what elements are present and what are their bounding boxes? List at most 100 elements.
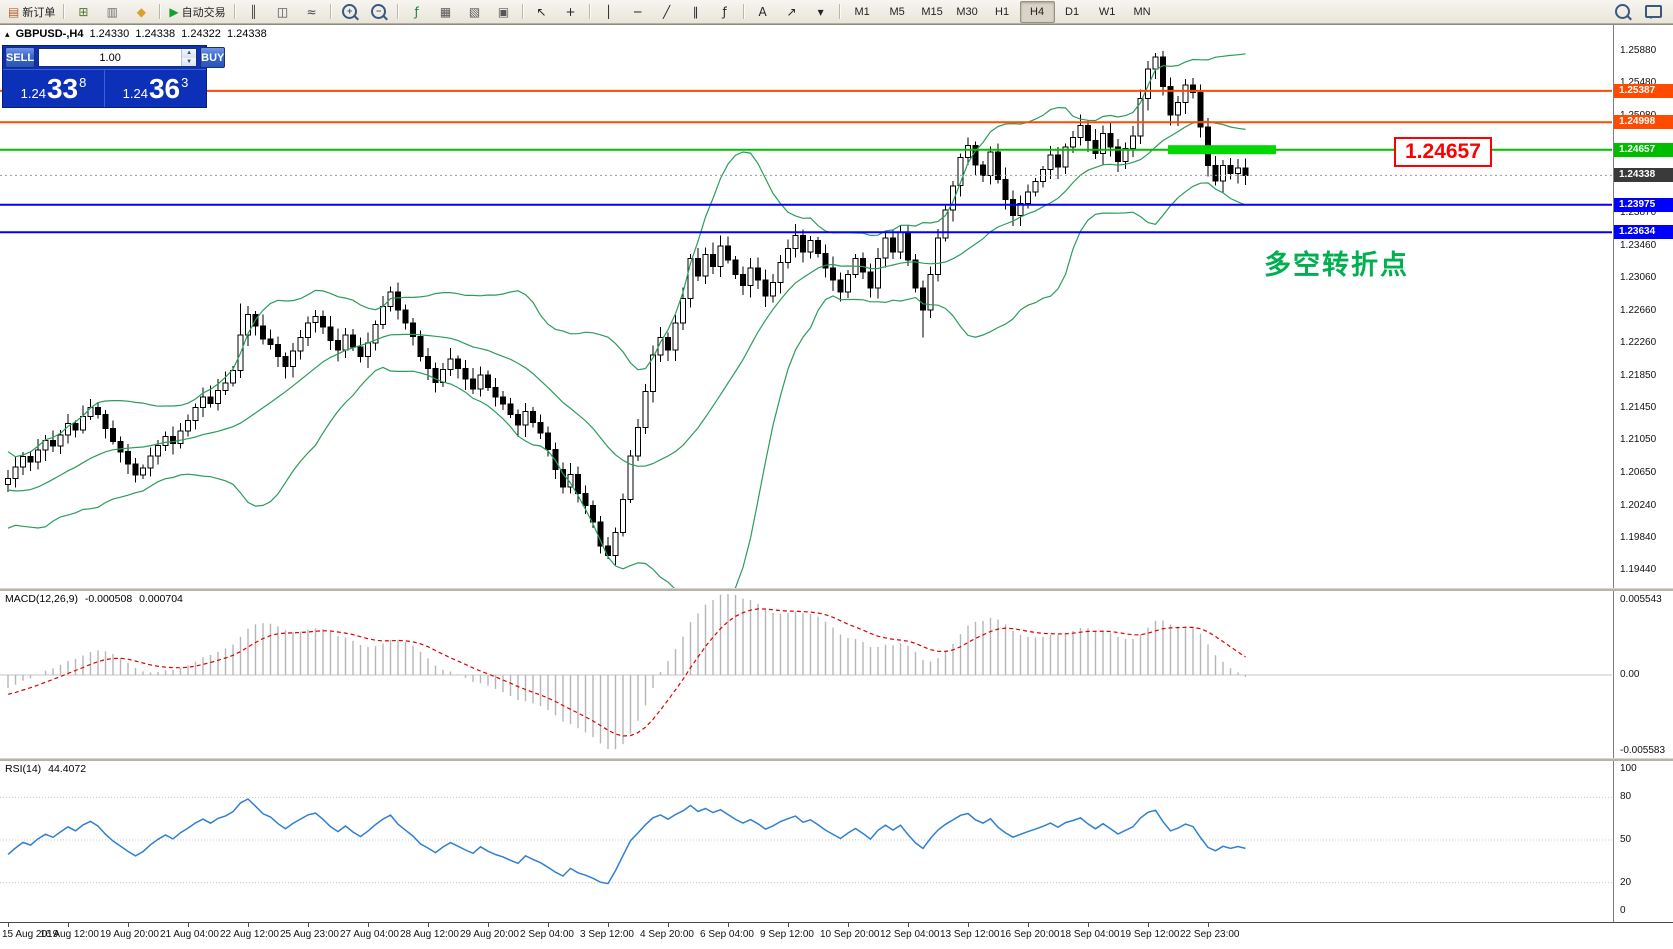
templates-button[interactable]: ▧ bbox=[461, 1, 489, 23]
equidistant-channel-button[interactable]: ∥ bbox=[682, 1, 710, 23]
alerts-button[interactable]: ◆ bbox=[127, 1, 155, 23]
new-order-button[interactable]: ▤ 新订单 bbox=[4, 1, 59, 23]
bar-chart-button[interactable]: ║ bbox=[240, 1, 268, 23]
toolbar-separator bbox=[396, 4, 399, 19]
trendline-icon: ╱ bbox=[662, 4, 671, 19]
rsi-axis[interactable]: 100 80 50 20 0 bbox=[1613, 761, 1673, 922]
price-tick: 1.25480 bbox=[1620, 77, 1657, 89]
price-callout-label[interactable]: 1.24657 bbox=[1394, 137, 1492, 167]
cursor-button[interactable]: ↖ bbox=[528, 1, 556, 23]
timeframe-w1-button[interactable]: W1 bbox=[1098, 5, 1116, 18]
time-tick bbox=[68, 923, 69, 927]
chat-icon bbox=[1644, 5, 1662, 19]
trendline-button[interactable]: ╱ bbox=[653, 1, 681, 23]
price-chart-canvas[interactable] bbox=[0, 25, 1612, 588]
timeframe-h4-button[interactable]: H4 bbox=[1019, 0, 1055, 23]
price-tick: 1.23060 bbox=[1620, 272, 1657, 284]
symbol-period-label: GBPUSD-,H4 bbox=[15, 28, 84, 40]
bollinger-lower bbox=[7, 182, 1246, 588]
time-tick-label: 10 Sep 20:00 bbox=[820, 929, 880, 940]
crosshair-button[interactable]: + bbox=[557, 1, 585, 23]
sell-button[interactable]: SELL bbox=[5, 47, 36, 68]
macd-main-value: -0.000508 bbox=[84, 593, 133, 605]
toolbar-separator bbox=[233, 4, 236, 19]
time-tick bbox=[1148, 923, 1149, 927]
profiles-button[interactable]: ▥ bbox=[98, 1, 126, 23]
fibonacci-button[interactable]: ƒ bbox=[711, 1, 739, 23]
one-click-toggle-icon[interactable]: ▴ bbox=[5, 29, 10, 39]
autotrading-label: 自动交易 bbox=[181, 6, 226, 19]
panel-splitter[interactable] bbox=[0, 588, 1673, 591]
horizontal-line-icon: ─ bbox=[633, 4, 642, 19]
toolbar-separator bbox=[329, 4, 332, 19]
toolbar-right-group bbox=[1608, 1, 1669, 23]
shapes-button[interactable]: ▾ bbox=[807, 1, 835, 23]
time-tick bbox=[248, 923, 249, 927]
tile-windows-button[interactable]: ▣ bbox=[490, 1, 518, 23]
timeframe-m1-button[interactable]: M1 bbox=[854, 5, 870, 18]
arrows-tool-button[interactable]: ↗ bbox=[778, 1, 806, 23]
new-order-icon: ▤ bbox=[8, 4, 20, 19]
time-tick bbox=[188, 923, 189, 927]
time-axis[interactable]: 15 Aug 2019 16 Aug 12:00 19 Aug 20:00 21 Au… bbox=[0, 922, 1673, 949]
time-tick-label: 19 Sep 12:00 bbox=[1120, 929, 1180, 940]
rsi-canvas[interactable] bbox=[0, 761, 1612, 922]
timeframe-h1-button[interactable]: H1 bbox=[995, 5, 1010, 18]
symbol-search-button[interactable] bbox=[1608, 1, 1636, 23]
timeframe-d1-button[interactable]: D1 bbox=[1065, 5, 1080, 18]
zoom-out-button[interactable]: − bbox=[365, 1, 393, 23]
turning-point-note[interactable]: 多空转折点 bbox=[1264, 250, 1409, 280]
buy-button[interactable]: BUY bbox=[200, 47, 226, 68]
price-tick: 1.20240 bbox=[1620, 499, 1657, 511]
macd-panel[interactable]: 0.005543 0.00 -0.005583 MACD(12,26,9) -0.0… bbox=[0, 591, 1673, 758]
zoom-in-button[interactable]: + bbox=[336, 1, 364, 23]
macd-axis[interactable]: 0.005543 0.00 -0.005583 bbox=[1613, 591, 1673, 758]
volume-down-button[interactable]: ▼ bbox=[182, 57, 197, 66]
candles-layer bbox=[5, 50, 1249, 566]
line-chart-button[interactable]: ≈ bbox=[298, 1, 326, 23]
buy-price-sup: 3 bbox=[181, 75, 189, 90]
text-tool-button[interactable]: A bbox=[749, 1, 777, 23]
crosshair-icon: + bbox=[565, 4, 576, 19]
bollinger-middle bbox=[7, 120, 1246, 492]
timeframe-m30-button[interactable]: M30 bbox=[956, 5, 978, 18]
rsi-scale-tick: 0 bbox=[1620, 905, 1626, 916]
toolbar-separator bbox=[588, 4, 591, 19]
time-tick-label: 27 Aug 04:00 bbox=[340, 929, 399, 940]
candlestick-chart-button[interactable]: ◫ bbox=[269, 1, 297, 23]
buy-price[interactable]: 1.24 36 3 bbox=[104, 70, 206, 107]
level-price-badge: 1.23975 bbox=[1614, 197, 1673, 212]
autotrading-button[interactable]: ▶ 自动交易 bbox=[165, 1, 229, 23]
bar-low-value: 1.24322 bbox=[181, 28, 221, 40]
time-tick-label: 12 Sep 04:00 bbox=[880, 929, 940, 940]
sell-price[interactable]: 1.24 33 8 bbox=[3, 70, 104, 107]
timeframe-m5-button[interactable]: M5 bbox=[889, 5, 905, 18]
panel-splitter[interactable] bbox=[0, 758, 1673, 761]
zoom-in-icon: + bbox=[342, 4, 358, 19]
timeframe-m15-button[interactable]: M15 bbox=[921, 5, 943, 18]
timeframe-mn-button[interactable]: MN bbox=[1133, 5, 1151, 18]
horizontal-line-button[interactable]: ─ bbox=[624, 1, 652, 23]
price-chart-panel[interactable]: 1.258801.254801.250801.246801.242801.238… bbox=[0, 24, 1673, 588]
equidistant-channel-icon: ∥ bbox=[692, 4, 699, 19]
rsi-panel[interactable]: 100 80 50 20 0 RSI(14) 44.4072 bbox=[0, 761, 1673, 922]
time-tick bbox=[848, 923, 849, 927]
chat-button[interactable] bbox=[1639, 1, 1667, 23]
indicators-button[interactable]: ƒ bbox=[403, 1, 431, 23]
sell-price-big: 33 bbox=[46, 73, 79, 104]
new-chart-button[interactable]: ⊞ bbox=[69, 1, 97, 23]
periods-button[interactable]: ▦ bbox=[432, 1, 460, 23]
vertical-line-button[interactable]: │ bbox=[595, 1, 623, 23]
macd-signal-line bbox=[7, 608, 1246, 737]
tile-windows-icon: ▣ bbox=[497, 4, 510, 19]
level-price-badge: 1.23634 bbox=[1614, 225, 1673, 240]
level-price-badge: 1.24657 bbox=[1614, 142, 1673, 157]
volume-input[interactable] bbox=[39, 49, 182, 66]
volume-up-button[interactable]: ▲ bbox=[182, 49, 197, 58]
macd-canvas[interactable] bbox=[0, 591, 1612, 758]
sell-price-sup: 8 bbox=[79, 75, 87, 90]
price-axis[interactable]: 1.258801.254801.250801.246801.242801.238… bbox=[1613, 25, 1673, 588]
toolbar: ▤ 新订单 ⊞ ▥ ◆ ▶ 自动交易 ║ ◫ ≈ + − ƒ ▦ ▧ ▣ ↖ + │ ─ ╱ ∥ ƒ A ↗ ▾ M1 M5 M15 M3… bbox=[0, 0, 1673, 24]
toolbar-separator bbox=[159, 4, 162, 19]
